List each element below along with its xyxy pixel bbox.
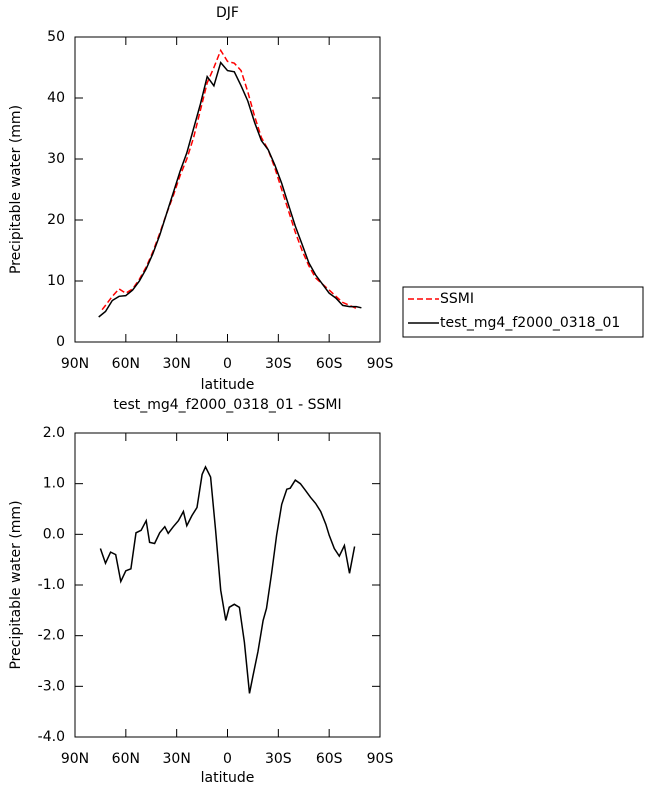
y-tick-label: -2.0	[38, 628, 65, 644]
x-tick-label: 90S	[367, 356, 394, 372]
y-tick-label: -3.0	[38, 678, 65, 694]
data-line	[98, 61, 362, 318]
x-tick-label: 0	[223, 356, 232, 372]
x-tick-label: 30N	[163, 751, 191, 767]
chart-title: DJF	[216, 5, 239, 21]
plot-frame	[74, 432, 381, 738]
y-tick-label: -1.0	[38, 577, 65, 593]
y-tick-label: -4.0	[38, 729, 65, 745]
y-tick-label: 40	[47, 90, 65, 106]
x-tick-label: 60N	[112, 356, 140, 372]
x-tick-label: 90N	[61, 751, 89, 767]
x-tick-label: 60N	[112, 751, 140, 767]
x-axis-label: latitude	[201, 377, 255, 393]
x-tick-label: 30N	[163, 356, 191, 372]
y-tick-label: 10	[47, 273, 65, 289]
x-tick-label: 90S	[367, 751, 394, 767]
legend-label: SSMI	[440, 291, 474, 307]
y-tick-label: 1.0	[43, 476, 65, 492]
data-line	[99, 465, 356, 694]
x-tick-label: 30S	[265, 751, 292, 767]
y-tick-label: 50	[47, 29, 65, 45]
legend-label: test_mg4_f2000_0318_01	[440, 315, 620, 331]
y-tick-label: 0	[56, 334, 65, 350]
x-tick-label: 60S	[316, 356, 343, 372]
x-tick-label: 0	[223, 751, 232, 767]
y-tick-label: 2.0	[43, 425, 65, 441]
chart-title: test_mg4_f2000_0318_01 - SSMI	[113, 397, 341, 413]
x-axis-label: latitude	[201, 770, 255, 786]
legend-box	[402, 286, 644, 338]
x-tick-label: 30S	[265, 356, 292, 372]
y-tick-label: 0.0	[43, 526, 65, 542]
y-tick-label: 30	[47, 151, 65, 167]
y-axis-label: Precipitable water (mm)	[8, 105, 24, 274]
y-tick-label: 20	[47, 212, 65, 228]
x-tick-label: 90N	[61, 356, 89, 372]
data-line	[101, 48, 357, 311]
y-axis-label: Precipitable water (mm)	[8, 500, 24, 669]
x-tick-label: 60S	[316, 751, 343, 767]
